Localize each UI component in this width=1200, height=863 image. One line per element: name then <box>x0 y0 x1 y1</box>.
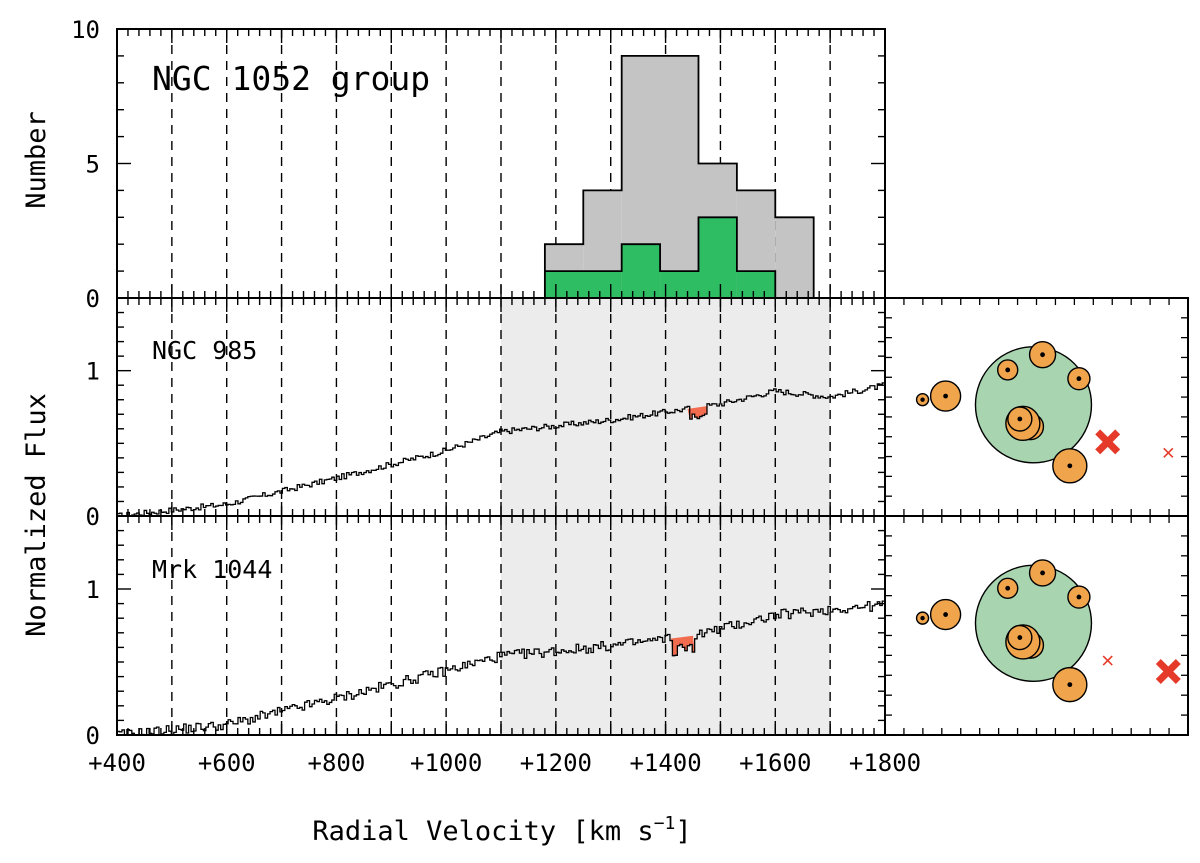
mrk1044-y-tick-label: 0 <box>86 722 100 750</box>
x-tick-label: +800 <box>308 749 366 777</box>
sky-map-ngc985-small-galaxy-center <box>920 397 925 402</box>
histogram-bar-subset <box>660 271 699 298</box>
sky-map-mrk1044-galaxy-center <box>1067 682 1073 688</box>
sky-map-mrk1044-galaxy-center <box>1017 635 1023 640</box>
sky-map-mrk1044-galaxy-center <box>1005 585 1011 591</box>
sky-map-mrk1044-galaxy-center <box>1076 594 1082 600</box>
sky-map-mrk1044-sightline-marker-small <box>1102 655 1113 666</box>
ngc985-y-tick-label: 1 <box>86 358 100 386</box>
sky-map-mrk1044-galaxy-center <box>1040 570 1045 576</box>
histogram-outline-subset <box>543 216 777 298</box>
mrk1044-y-tick-label: 1 <box>86 576 100 604</box>
histogram-bar-subset <box>544 271 622 298</box>
histogram-outline-all <box>543 55 815 298</box>
sky-map-ngc985-galaxy-center <box>943 393 948 399</box>
spectrum-title-mrk1044: Mrk 1044 <box>152 555 272 584</box>
x-axis-title: Radial Velocity [km s−1] <box>312 813 691 847</box>
histogram-panel: 0 5 10 <box>71 16 886 313</box>
sky-map-panel-ngc985 <box>884 297 1189 517</box>
sky-map-ngc985-galaxy-center <box>1076 376 1082 382</box>
sky-map-panel-mrk1044 <box>884 515 1189 736</box>
histogram-bar-subset <box>698 217 737 298</box>
histogram-bar-subset <box>621 244 661 298</box>
flux-y-axis-title: Normalized Flux <box>21 393 52 637</box>
histogram-y-tick-label: 0 <box>86 285 100 313</box>
spectrum-panel-ngc985: 01 <box>86 297 886 531</box>
sky-map-ngc985-galaxy-center <box>1005 367 1011 373</box>
x-tick-label: +400 <box>88 749 146 777</box>
sky-map-ngc985-galaxy-center <box>1040 352 1045 358</box>
histogram-y-axis-title: Number <box>21 111 52 209</box>
x-tick-label: +1600 <box>739 749 811 777</box>
x-axis-title-end: ] <box>675 816 691 847</box>
mrk1044-spectrum-line <box>117 600 886 736</box>
spectrum-panel-mrk1044: 0 1 +400 +600 +800 +1000 +1200 +1400 +1600 +1800 <box>86 515 921 777</box>
sky-map-mrk1044-sightline-marker-large <box>1155 659 1181 684</box>
histogram-title: NGC 1052 group <box>152 59 430 98</box>
x-tick-label: +1400 <box>629 749 701 777</box>
x-tick-label: +1000 <box>410 749 482 777</box>
histogram-bar-subset <box>736 271 776 298</box>
x-tick-label: +600 <box>198 749 256 777</box>
sky-map-ngc985-sightline-marker-small <box>1163 447 1174 458</box>
sky-map-mrk1044-galaxy-center <box>943 612 948 617</box>
sky-map-ngc985-galaxy-center <box>1017 416 1023 422</box>
x-axis-title-main: Radial Velocity [km s <box>312 816 653 847</box>
sky-map-ngc985-galaxy-center <box>1067 463 1073 469</box>
spectrum-title-ngc985: NGC 985 <box>152 336 257 365</box>
sky-map-ngc985-sightline-marker-large <box>1095 429 1121 455</box>
histogram-bar-all <box>775 217 814 298</box>
x-tick-label: +1800 <box>849 749 921 777</box>
histogram-y-tick-label: 5 <box>86 151 100 179</box>
ngc985-y-tick-label: 0 <box>86 503 100 531</box>
sky-map-mrk1044-small-galaxy-center <box>920 615 925 621</box>
x-axis-title-superscript: −1 <box>654 813 676 834</box>
x-tick-label: +1200 <box>520 749 592 777</box>
ngc985-spectrum-line <box>117 382 886 517</box>
histogram-y-tick-label: 10 <box>71 16 100 44</box>
ngc985-absorption-feature <box>687 406 707 420</box>
